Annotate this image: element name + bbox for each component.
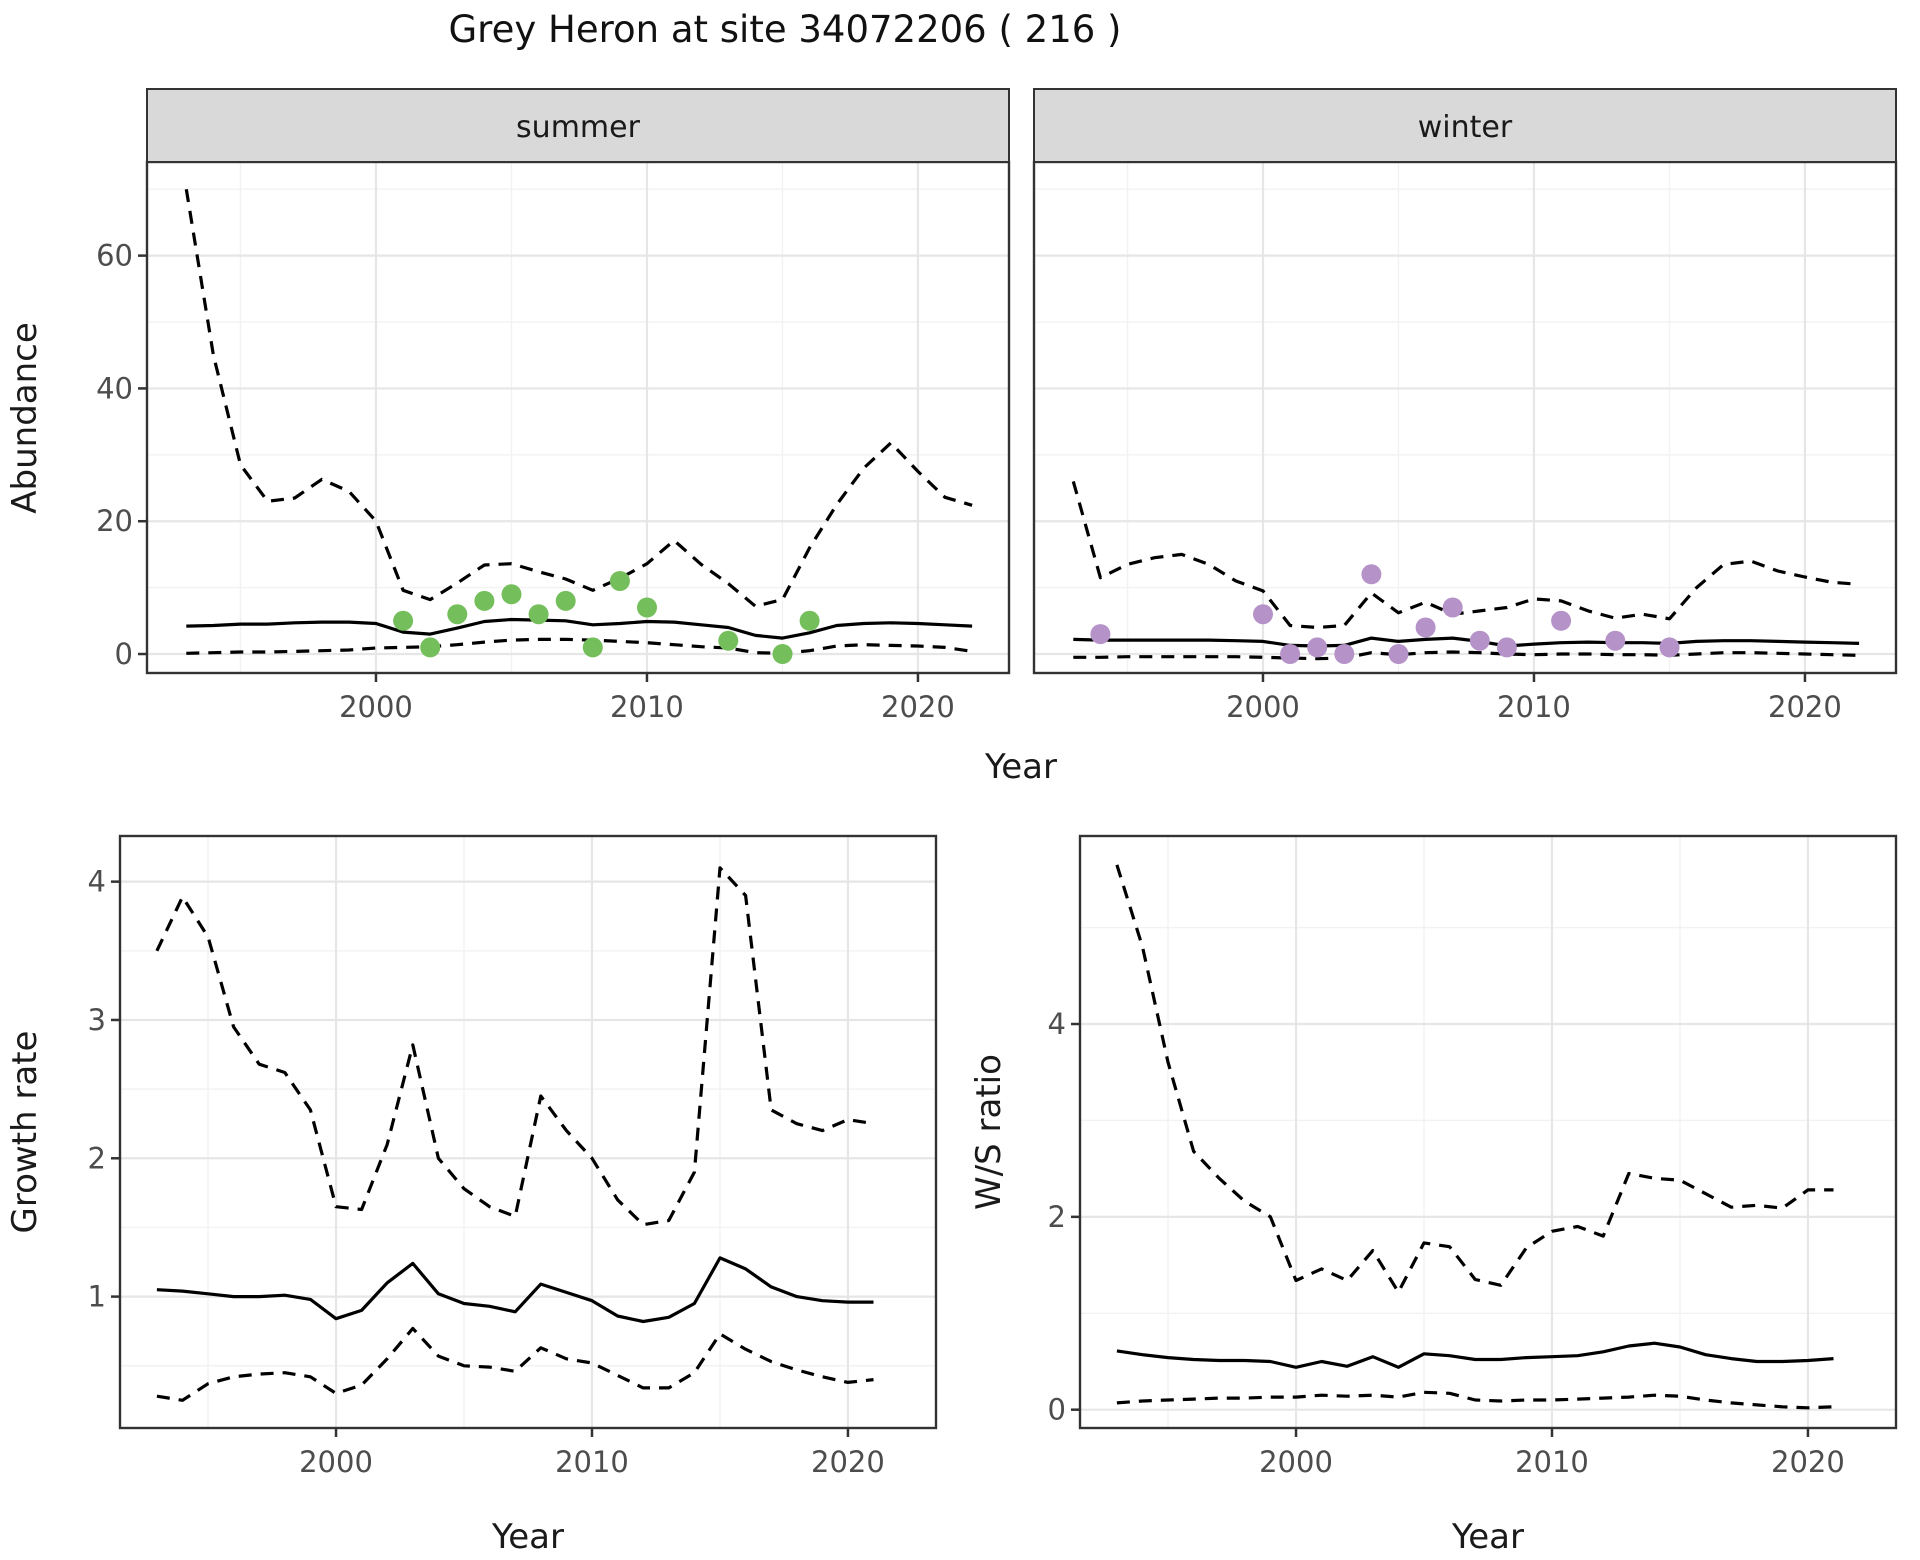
observation-point (420, 637, 441, 658)
observation-point (1659, 637, 1680, 658)
mean-line (1073, 636, 1860, 648)
observation-point (1280, 644, 1301, 664)
x-tick-label: 2010 (1497, 690, 1571, 724)
panel-ws_ratio: 2000 2010 2020 0 2 4 (1048, 834, 1898, 1479)
x-tick-label: 2010 (555, 1445, 629, 1479)
observation-point (609, 571, 630, 591)
upper_95ci-line (1071, 480, 1860, 630)
y-tick-label: 2 (88, 1141, 106, 1175)
y-tick-label: 0 (1048, 1393, 1066, 1427)
y-axis-title-abundance: Abundance (5, 322, 45, 514)
x-axis-title-ws: Year (1451, 1517, 1524, 1557)
observation-point (1334, 644, 1355, 664)
observation-point (1090, 624, 1111, 645)
x-tick-label: 2020 (881, 690, 955, 724)
y-tick-label: 0 (115, 637, 133, 671)
panel-background (1080, 836, 1896, 1428)
observation-point (528, 604, 549, 625)
lower_95ci-line (1116, 1390, 1834, 1410)
x-tick-label: 2020 (811, 1445, 885, 1479)
panel-background (147, 162, 1009, 673)
y-tick-label: 4 (88, 865, 106, 899)
x-tick-label: 2020 (1771, 1445, 1845, 1479)
observation-point (501, 584, 522, 605)
panel-growth_rate: 2000 2010 2020 1 2 3 4 (88, 834, 938, 1479)
observation-point (474, 590, 495, 611)
observation-point (1605, 630, 1626, 651)
observation-point (718, 630, 739, 651)
facet-strip-label-summer: summer (516, 110, 641, 145)
y-tick-label: 4 (1048, 1007, 1066, 1041)
gridlines (147, 162, 1009, 673)
x-axis-title-growth: Year (491, 1517, 564, 1557)
y-tick-label: 3 (88, 1003, 106, 1037)
facet-strip-summer: summer (146, 88, 1010, 163)
observation-point (1307, 637, 1328, 658)
observation-point (772, 644, 793, 664)
gridlines (1080, 836, 1896, 1428)
observation-point (1551, 610, 1572, 631)
x-tick-label: 2010 (610, 690, 684, 724)
observation-point (555, 590, 576, 611)
x-tick-label: 2000 (1226, 690, 1300, 724)
y-tick-label: 40 (96, 371, 133, 405)
mean-line (156, 1256, 874, 1324)
y-tick-label: 1 (88, 1280, 106, 1314)
panel-border (118, 834, 938, 1430)
upper_95ci-line (184, 188, 973, 608)
panel-abundance_winter: 2000 2010 2020 (1032, 160, 1898, 724)
panel-abundance_summer: 2000 2010 2020 0 20 40 60 (96, 160, 1011, 724)
observation-point (582, 637, 603, 658)
facet-strip-label-winter: winter (1418, 110, 1513, 145)
y-axis-title-growth-rate: Growth rate (5, 1031, 45, 1234)
observation-point (1496, 637, 1517, 658)
observation-point (1442, 597, 1463, 618)
mean-line (1116, 1341, 1834, 1369)
observation-point (799, 610, 820, 631)
x-axis-title-top: Year (984, 747, 1057, 787)
panel-background (1034, 162, 1896, 673)
x-tick-label: 2000 (1259, 1445, 1333, 1479)
facet-strip-winter: winter (1033, 88, 1897, 163)
y-tick-label: 2 (1048, 1200, 1066, 1234)
facet-strip-bg (1033, 88, 1897, 163)
y-tick-label: 60 (96, 239, 133, 273)
x-tick-label: 2010 (1515, 1445, 1589, 1479)
observation-point (637, 597, 657, 618)
panel-background (120, 836, 936, 1428)
observation-point (1415, 617, 1436, 638)
observation-point (1253, 604, 1273, 625)
x-tick-label: 2000 (299, 1445, 373, 1479)
observation-point (1469, 630, 1490, 651)
panel-border (1078, 834, 1898, 1430)
gridlines (1034, 162, 1896, 673)
gridlines (120, 836, 936, 1428)
upper_95ci-line (155, 866, 874, 1227)
observation-point (1361, 564, 1382, 585)
mean-line (186, 617, 973, 640)
page-title: Grey Heron at site 34072206 ( 216 ) (449, 8, 1122, 51)
facet-strip-bg (146, 88, 1010, 163)
observation-point (1388, 644, 1409, 664)
observation-point (393, 610, 414, 631)
observation-point (447, 604, 468, 625)
x-tick-label: 2000 (339, 690, 413, 724)
upper_95ci-line (1115, 864, 1834, 1294)
x-tick-label: 2020 (1768, 690, 1842, 724)
y-axis-title-ws-ratio: W/S ratio (969, 1054, 1009, 1210)
y-tick-label: 20 (96, 504, 133, 538)
